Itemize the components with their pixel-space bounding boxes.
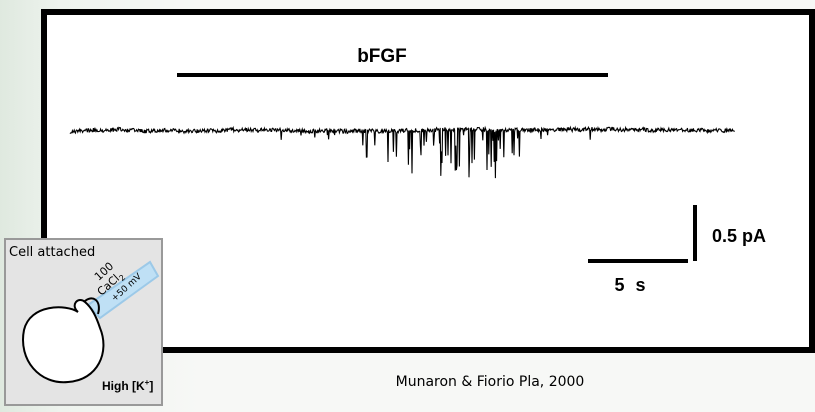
cell: [22, 299, 105, 384]
citation: Munaron & Fiorio Pla, 2000: [396, 374, 585, 390]
trace-group: [69, 125, 736, 179]
membrane-patch: [83, 297, 100, 315]
time-scale-label: 5 s: [614, 275, 645, 295]
inset: Cell attached 100 CaCl2 +50 mV High [K+]: [4, 238, 163, 406]
current-scale-label: 0.5 pA: [712, 226, 766, 246]
salt-subscript: 2: [117, 273, 127, 283]
bath-solution: High [K+]: [102, 378, 153, 393]
time-scale-bar: [588, 259, 688, 263]
pipette: [86, 260, 160, 320]
bath-text: High [K: [102, 379, 145, 393]
stimulus-label: bFGF: [357, 46, 407, 67]
figure-frame: [41, 9, 815, 353]
current-scale-bar: [693, 205, 697, 261]
inset-title: Cell attached: [9, 245, 95, 260]
bath-superscript: +: [145, 378, 150, 387]
bath-end: ]: [149, 379, 153, 393]
current-trace: [69, 125, 736, 179]
stimulus-bar: [177, 73, 608, 77]
